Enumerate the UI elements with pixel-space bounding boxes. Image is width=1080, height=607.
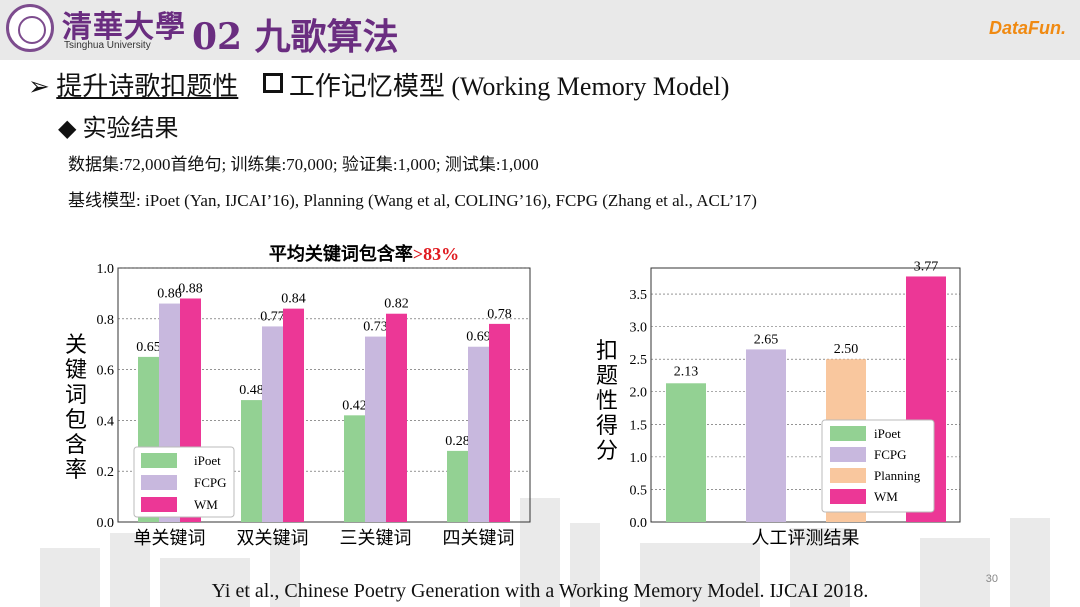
y-tick-label: 0.8 [97,313,115,328]
data-label: 0.48 [239,383,264,398]
data-label: 0.78 [487,307,512,322]
bar-wm [489,323,510,522]
square-bullet-icon [262,73,283,93]
chart-title-highlight: >83% [413,244,459,264]
logo-chinese-text: 清華大學 [62,10,186,45]
bar-ipoet [344,415,365,522]
y-tick-label: 1.0 [630,451,648,466]
bullet-level2: ◆ 实验结果 [58,108,178,143]
tsinghua-seal-logo [6,4,54,52]
y-axis-label-char: 题 [596,363,618,388]
legend-label: iPoet [874,426,901,441]
x-tick-label: 双关键词 [237,528,309,548]
bar-fcpg [365,336,386,522]
bar-fcpg [746,349,786,522]
data-label: 0.73 [363,320,388,335]
data-label: 0.82 [384,297,409,312]
y-axis-label-char: 键 [65,357,87,382]
data-label: 3.77 [914,259,939,274]
bar-ipoet [241,400,262,522]
bullet-level1-text: 提升诗歌扣题性 [56,72,239,101]
y-tick-label: 1.5 [630,418,648,433]
y-tick-label: 0.0 [630,516,648,531]
y-tick-label: 0.4 [97,414,115,429]
bullet-level1-sub: 工作记忆模型 (Working Memory Model) [288,72,730,101]
data-label: 2.50 [834,342,859,357]
y-axis-label-char: 分 [596,438,618,463]
legend-swatch-fcpg [141,475,177,490]
bar-wm [283,308,304,522]
legend-label: FCPG [874,447,907,462]
bar-fcpg [468,346,489,522]
legend-swatch-ipoet [830,426,866,441]
data-label: 0.65 [136,340,161,355]
bullet-level1: ➢ 提升诗歌扣题性 工作记忆模型 (Working Memory Model) [28,66,729,103]
chart-title-text: 平均关键词包含率 [269,243,413,264]
y-tick-label: 0.5 [630,483,648,498]
legend-swatch-wm [141,497,177,512]
campus-silhouette-decoration [40,498,1050,607]
plot-frame [650,267,961,523]
chart-keyword-rate: 0.0 0.2 0.4 0.6 0.8 1.0 平均关键词包含率>83% 关键词包含率 0.65… [65,243,531,548]
data-label: 0.84 [281,292,306,307]
x-tick-label: 人工评测结果 [752,528,860,548]
chart-title: 平均关键词包含率>83% [269,243,459,264]
data-label: 2.13 [674,364,699,379]
dataset-line: 数据集:72,000首绝句; 训练集:70,000; 验证集:1,000; 测试… [68,155,539,174]
legend-label: WM [874,489,898,504]
y-axis-label-char: 包 [65,407,87,432]
data-label: 0.69 [466,330,491,345]
x-tick-label: 三关键词 [340,528,412,548]
x-tick-label: 单关键词 [134,528,206,548]
x-tick-label: 四关键词 [443,528,515,548]
y-axis-label-char: 扣 [596,338,618,363]
data-label: 0.86 [157,287,182,302]
data-label: 0.77 [260,309,285,324]
y-axis-label-char: 得 [596,413,618,438]
bar-ipoet [666,383,706,522]
y-tick-label: 3.0 [630,321,648,336]
legend-label: FCPG [194,475,227,490]
arrow-bullet-icon: ➢ [28,72,50,101]
y-axis-label-char: 关 [65,332,87,357]
legend-swatch-wm [830,489,866,504]
y-tick-label: 3.5 [630,288,648,303]
y-axis-label-char: 词 [65,382,87,407]
data-label: 0.88 [178,281,203,296]
data-label: 2.65 [754,332,779,347]
y-axis-label-char: 率 [65,457,87,482]
y-tick-label: 0.6 [97,364,115,379]
y-tick-label: 2.5 [630,353,648,368]
bullet-level2-text: 实验结果 [82,116,179,142]
data-label: 0.28 [445,434,470,449]
data-label: 0.42 [342,398,367,413]
citation-footer: Yi et al., Chinese Poetry Generation wit… [211,580,869,602]
bar-wm [386,313,407,522]
diamond-bullet-icon: ◆ [58,116,77,142]
y-tick-label: 1.0 [97,262,115,277]
y-axis-label-char: 性 [596,388,618,413]
legend-label: Planning [874,468,921,483]
legend-label: WM [194,497,218,512]
legend-swatch-fcpg [830,447,866,462]
slide-title: 02 九歌算法 [192,16,399,58]
page-number: 30 [985,573,998,585]
legend-swatch-ipoet [141,453,177,468]
y-tick-label: 0.2 [97,465,115,480]
bar-fcpg [262,326,283,522]
baseline-line: 基线模型: iPoet (Yan, IJCAI’16), Planning (W… [68,191,757,210]
legend-swatch-planning [830,468,866,483]
y-tick-label: 0.0 [97,516,115,531]
bar-ipoet [447,450,468,522]
header-bar: 清華大學 Tsinghua University 02 九歌算法 DataFun… [0,0,1080,60]
legend-label: iPoet [194,453,221,468]
datafun-logo: DataFun. [988,18,1066,38]
y-tick-label: 2.0 [630,386,648,401]
y-axis-label-char: 含 [65,432,87,457]
logo-english-text: Tsinghua University [64,40,151,51]
